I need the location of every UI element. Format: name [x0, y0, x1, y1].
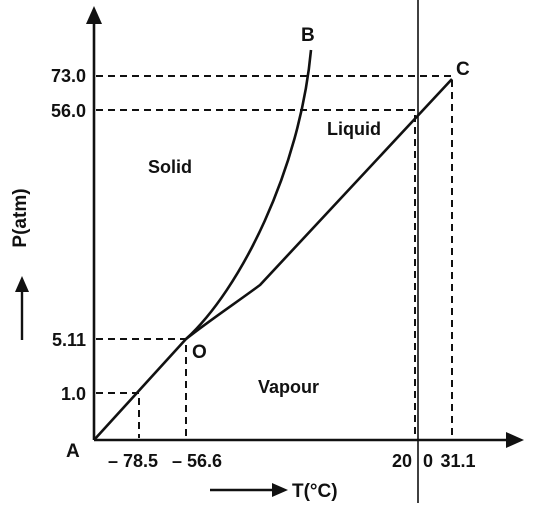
y-tick-73: 73.0	[51, 66, 86, 86]
melting-curve-ob	[185, 49, 313, 340]
vaporisation-curve-oc	[185, 78, 453, 341]
pressure-axis-label: P(atm)	[10, 188, 31, 247]
x-axis-arrowhead	[506, 432, 524, 448]
point-b-label: B	[301, 25, 315, 46]
sublimation-curve-ao	[93, 338, 187, 441]
y-tick-511: 5.11	[52, 330, 86, 350]
region-solid-label: Solid	[148, 157, 192, 177]
y-axis-arrowhead	[86, 6, 102, 24]
x-tick-785: – 78.5	[108, 451, 158, 471]
temperature-axis-label: T(°C)	[292, 481, 338, 502]
region-vapour-label: Vapour	[258, 377, 319, 397]
y-tick-1: 1.0	[61, 384, 86, 404]
x-tick-0: 0	[423, 451, 433, 471]
x-tick-311: 31.1	[440, 451, 475, 471]
x-tick-20: 20	[392, 451, 412, 471]
y-tick-56: 56.0	[51, 101, 86, 121]
region-liquid-label: Liquid	[327, 119, 381, 139]
point-c-label: C	[456, 59, 470, 80]
dashed-guide-56	[96, 109, 416, 438]
point-a-label: A	[66, 441, 80, 462]
point-o-label: O	[192, 342, 207, 363]
temperature-axis-arrowhead	[272, 483, 288, 497]
dashed-guide-1	[96, 392, 140, 438]
x-tick-566: – 56.6	[172, 451, 222, 471]
pressure-axis-arrowhead	[15, 276, 29, 292]
